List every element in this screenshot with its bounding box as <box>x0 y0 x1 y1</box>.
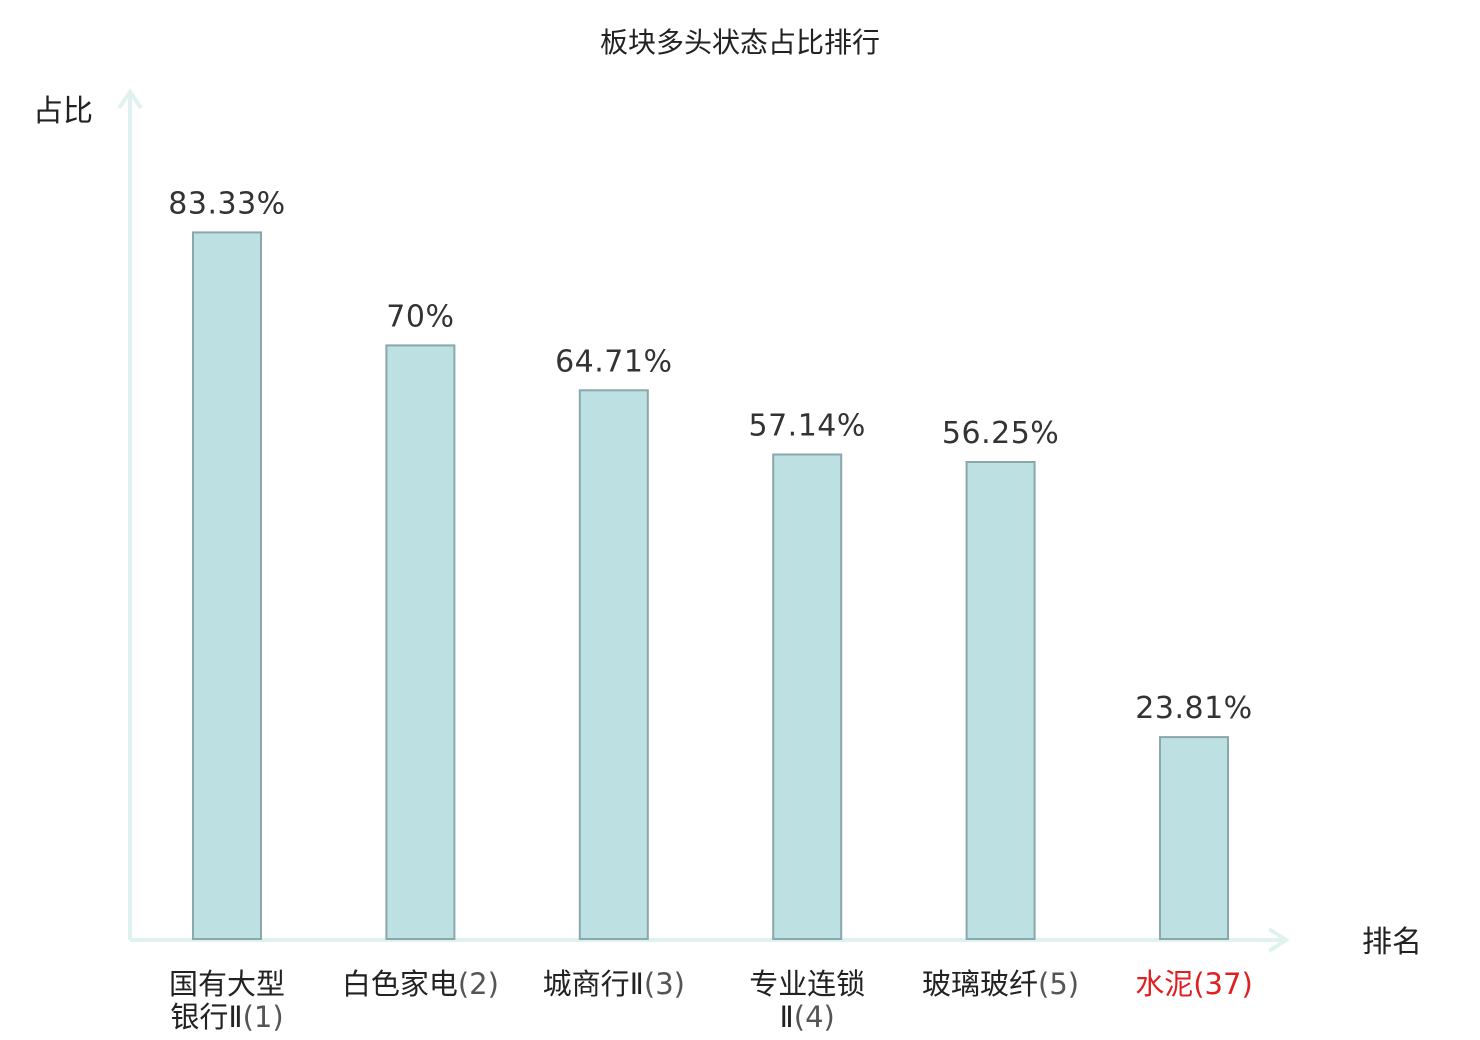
axes <box>117 88 1290 953</box>
data-label: 64.71% <box>555 344 672 379</box>
data-label: 57.14% <box>749 409 866 444</box>
bar <box>192 231 262 940</box>
tick-label: 玻璃玻纤(5) <box>922 967 1079 1001</box>
tick-label: 银行Ⅱ(1) <box>170 1000 283 1034</box>
tick-label-rank: (2) <box>458 967 499 1001</box>
y-axis-title: 占比 <box>33 94 93 129</box>
tick-label: 城商行Ⅱ(3) <box>543 967 685 1001</box>
tick-label-rank: (37) <box>1193 967 1253 1001</box>
tick-label: Ⅱ(4) <box>780 1000 835 1034</box>
tick-label-rank: (1) <box>243 1000 284 1034</box>
chart-title: 板块多头状态占比排行 <box>600 26 880 59</box>
tick-label-rank: (5) <box>1038 967 1079 1001</box>
data-label: 56.25% <box>942 416 1059 451</box>
x-axis-arrow <box>1267 927 1290 953</box>
bar <box>1159 736 1229 940</box>
tick-label: 白色家电(2) <box>342 967 499 1001</box>
bar <box>578 389 649 940</box>
bars <box>192 231 1229 940</box>
data-label: 83.33% <box>168 186 285 221</box>
data-label: 23.81% <box>1135 691 1252 726</box>
data-label: 70% <box>386 299 454 334</box>
y-axis-arrow <box>117 88 143 110</box>
value-labels: 83.33% 70% 64.71% 57.14% 56.25% 23.81% <box>168 186 1252 726</box>
tick-label: 专业连锁 <box>749 967 865 1001</box>
tick-label: 国有大型 <box>169 967 285 1001</box>
tick-label-rank: (4) <box>794 1000 835 1034</box>
bar <box>965 461 1036 940</box>
tick-label: 水泥(37) <box>1135 967 1253 1001</box>
x-axis-title: 排名 <box>1362 925 1422 960</box>
bar <box>385 344 456 940</box>
bar <box>772 453 843 940</box>
tick-label-rank: (3) <box>644 967 685 1001</box>
